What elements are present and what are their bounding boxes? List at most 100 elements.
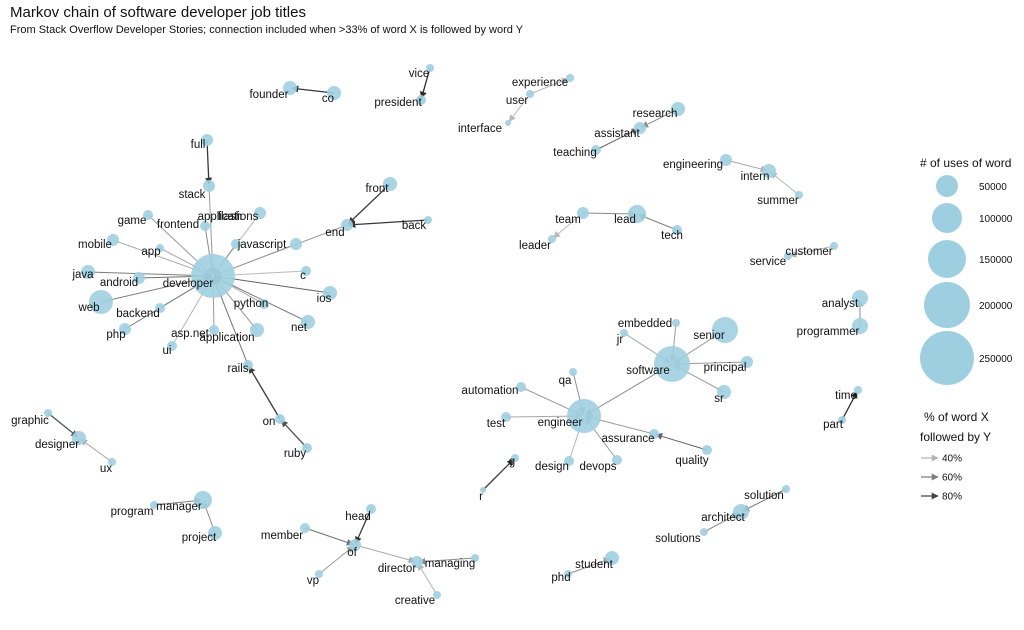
node-team xyxy=(577,207,589,219)
node-label-director: director xyxy=(378,563,417,575)
legend-edge-title-line1: % of word X xyxy=(924,410,989,424)
node-co xyxy=(327,86,341,100)
edge-program-to-manager xyxy=(153,497,202,506)
node-label-devops: devops xyxy=(579,461,616,473)
legend-size-label-250000: 250000 xyxy=(979,354,1013,365)
node-label-research: research xyxy=(633,108,678,120)
node-full xyxy=(201,134,213,146)
node-vp xyxy=(315,570,323,578)
legend-size-label-100000: 100000 xyxy=(979,214,1013,225)
node-label-full: full xyxy=(191,139,206,151)
edge-engineering-to-intern xyxy=(725,159,768,173)
edge-ruby-to-on xyxy=(280,419,308,449)
node-label-creative: creative xyxy=(395,595,435,607)
node-end xyxy=(341,219,353,231)
node-label-programmer: programmer xyxy=(797,326,860,338)
node-label-team: team xyxy=(555,214,581,226)
node-label-mobile: mobile xyxy=(78,239,112,251)
node-java xyxy=(81,265,95,279)
node-label-on: on xyxy=(263,416,276,428)
node-assurance xyxy=(649,429,659,439)
node-architect xyxy=(733,504,749,520)
legend-edge-label-40%: 40% xyxy=(942,454,962,465)
legend-size-circle-50000 xyxy=(936,175,958,197)
node-layer xyxy=(44,64,868,599)
node-member xyxy=(300,523,310,533)
node-label-jr: jr xyxy=(616,334,624,346)
edge-co-to-founder xyxy=(291,85,335,94)
node-label-lead: lead xyxy=(614,214,636,226)
node-quality xyxy=(702,445,712,455)
node-teaching xyxy=(591,145,601,155)
node-qa xyxy=(569,368,577,376)
node-label-java: java xyxy=(71,269,94,281)
node-time xyxy=(854,386,862,394)
node-label-front: front xyxy=(365,183,389,195)
node-label-android: android xyxy=(100,277,138,289)
node-sr xyxy=(717,385,731,399)
node-software xyxy=(654,346,690,382)
legend-size-title: # of uses of word xyxy=(920,156,1011,170)
node-front xyxy=(383,177,397,191)
node-label-principal: principal xyxy=(704,362,747,374)
node-part xyxy=(838,416,846,424)
node-label-project: project xyxy=(182,532,217,544)
node-label-app: app xyxy=(141,246,160,258)
edge-back-to-end xyxy=(348,219,429,228)
node-javascript xyxy=(290,238,302,250)
node-back xyxy=(424,216,432,224)
node-managing xyxy=(471,554,479,562)
node-label-end: end xyxy=(325,227,344,239)
node-label-flash: flash xyxy=(218,211,242,223)
edge-member-to-of xyxy=(304,527,354,546)
node-label-net: net xyxy=(291,322,308,334)
node-experience xyxy=(566,74,574,82)
node-label-application: application xyxy=(200,332,255,344)
node-user xyxy=(526,90,534,98)
node-label-service: service xyxy=(750,256,786,268)
node-label-stack: stack xyxy=(179,189,206,201)
node-label-intern: intern xyxy=(741,171,770,183)
edge-ux-to-designer xyxy=(80,438,113,463)
edge-full-to-stack xyxy=(205,139,213,185)
node-label-member: member xyxy=(261,530,303,542)
edge-of-to-director xyxy=(354,544,416,564)
node-on xyxy=(275,414,285,424)
legend-size-circle-250000 xyxy=(920,331,974,385)
edge-customer-to-service xyxy=(789,245,835,258)
legend-size-circle-200000 xyxy=(924,282,970,328)
node-programmer xyxy=(852,318,868,334)
edge-team-to-lead xyxy=(582,210,636,218)
node-label-graphic: graphic xyxy=(11,415,49,427)
node-embedded xyxy=(672,319,680,327)
node-lead xyxy=(628,205,646,223)
edge-r-to-g xyxy=(482,458,515,491)
node-label-test: test xyxy=(487,418,506,430)
chart-subtitle: From Stack Overflow Developer Stories; c… xyxy=(10,24,524,36)
node-label-applications: applications xyxy=(198,211,259,223)
node-backend xyxy=(155,303,165,313)
legend-size-circle-150000 xyxy=(928,240,966,278)
node-label-teaching: teaching xyxy=(553,147,596,159)
node-label-president: president xyxy=(374,97,422,109)
node-label-analyst: analyst xyxy=(822,298,859,310)
node-label-embedded: embedded xyxy=(618,318,672,330)
node-net xyxy=(301,315,315,329)
node-label-summer: summer xyxy=(757,195,799,207)
node-label-developer: developer xyxy=(163,278,214,290)
node-label-interface: interface xyxy=(458,123,502,135)
node-label-assurance: assurance xyxy=(601,433,654,445)
edge-user-to-experience xyxy=(529,77,569,95)
node-frontend xyxy=(200,221,210,231)
node-label-g: g xyxy=(509,456,515,468)
edge-managing-to-director xyxy=(418,557,476,565)
node-label-experience: experience xyxy=(512,77,568,89)
node-ui xyxy=(167,341,177,351)
node-analyst xyxy=(852,290,868,306)
edge-quality-to-assurance xyxy=(655,433,708,451)
node-devops xyxy=(612,455,622,465)
node-president xyxy=(416,95,426,105)
node-label-of: of xyxy=(347,547,357,559)
